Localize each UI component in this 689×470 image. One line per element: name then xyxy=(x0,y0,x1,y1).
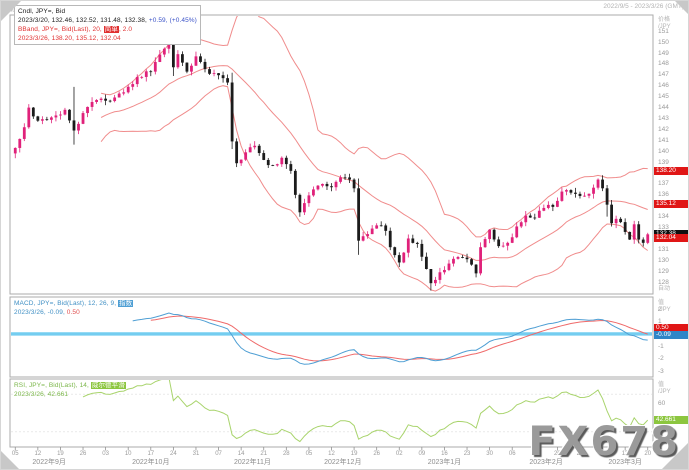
header-date-range: 2022/9/5 - 2023/3/26 (GMT) xyxy=(603,3,684,10)
legend-line: BBand, JPY=, Bid(Last), 20, 简单, 2.0 xyxy=(18,26,133,33)
legend-line: 2023/3/26, 138.20, 135.12, 132.04 xyxy=(18,35,121,42)
legend-line: 2023/3/26, 42.661 xyxy=(14,391,69,398)
legend-line: 2023/3/26, -0.09, 0.50 xyxy=(14,309,80,316)
legend-line: Cndl, JPY=, Bid xyxy=(18,8,66,15)
watermark-fx678: FX678 xyxy=(528,419,680,465)
rsi-legend[interactable]: RSI, JPY=, Bid(Last), 14, 威尔德平滑 2023/3/26… xyxy=(14,381,126,399)
legend-line: 2023/3/20, 132.46, 132.52, 131.48, 132.3… xyxy=(18,17,197,24)
legend-line: RSI, JPY=, Bid(Last), 14, 威尔德平滑 xyxy=(14,382,126,389)
price-legend[interactable]: Cndl, JPY=, Bid 2023/3/20, 132.46, 132.52… xyxy=(14,5,201,45)
macd-legend[interactable]: MACD, JPY=, Bid(Last), 12, 26, 9, 指数 2023… xyxy=(14,299,134,317)
legend-line: MACD, JPY=, Bid(Last), 12, 26, 9, 指数 xyxy=(14,300,134,307)
price-axis-auto-button[interactable]: 自动 xyxy=(658,286,671,292)
time-axis-auto-button[interactable]: 自动 xyxy=(664,451,677,457)
